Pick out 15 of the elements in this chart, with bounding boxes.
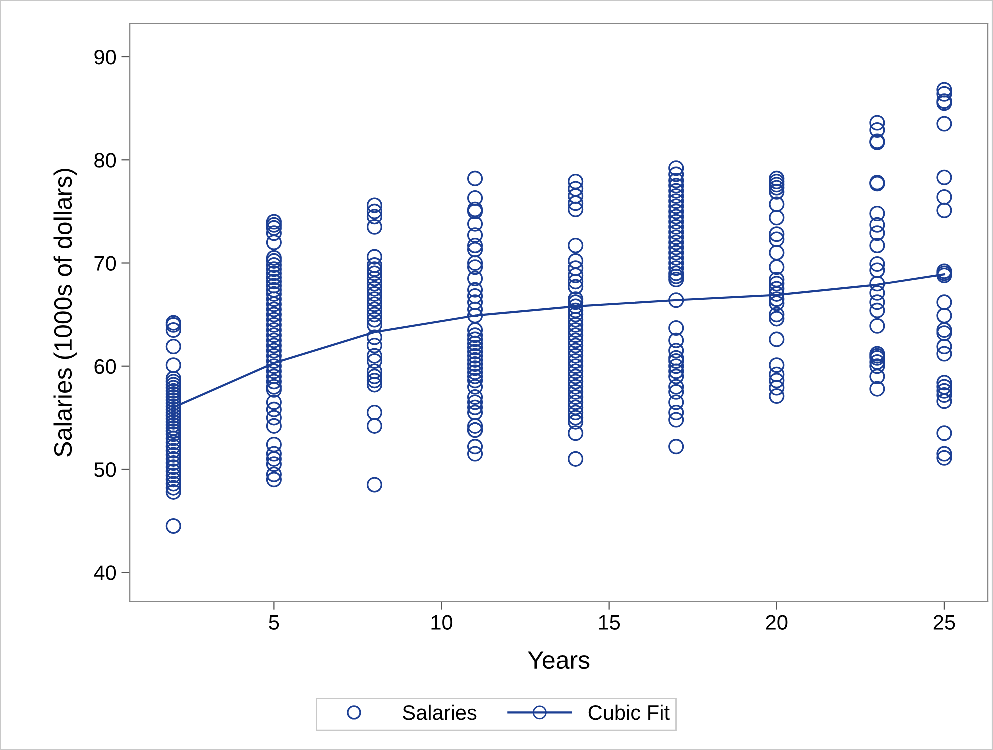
x-tick-label: 20: [766, 615, 788, 630]
x-tick-label: 5: [269, 615, 280, 630]
x-tick-label: 25: [934, 615, 956, 630]
y-tick-label: 70: [94, 256, 116, 272]
y-tick-label: 80: [94, 153, 116, 168]
y-tick-label: 50: [94, 462, 116, 478]
legend-label: Cubic Fit: [588, 704, 670, 720]
x-axis-title: Years: [528, 652, 590, 670]
legend-label: Salaries: [403, 704, 477, 720]
y-axis-title: Salaries (1000s of dollars): [54, 169, 78, 457]
y-tick-label: 60: [94, 359, 116, 374]
x-tick-label: 10: [432, 615, 453, 630]
y-tick-label: 90: [94, 50, 116, 65]
x-tick-label: 15: [599, 615, 620, 630]
y-tick-label: 40: [94, 566, 116, 580]
